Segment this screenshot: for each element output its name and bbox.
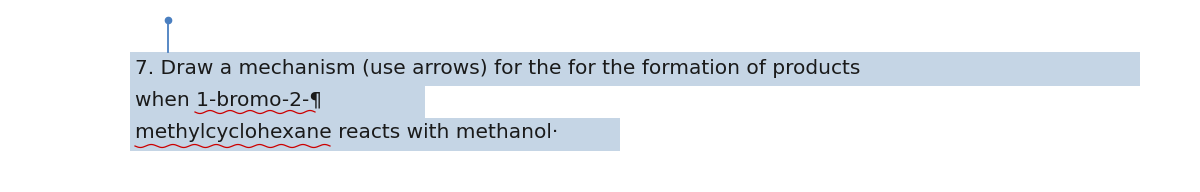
Bar — [130, 86, 425, 119]
Text: 7. Draw a mechanism (use arrows) for the for the formation of products: 7. Draw a mechanism (use arrows) for the… — [134, 59, 860, 78]
Text: when 1-bromo-2-¶: when 1-bromo-2-¶ — [134, 90, 322, 109]
Bar — [130, 52, 1140, 86]
Bar — [130, 118, 620, 151]
Text: methylcyclohexane reacts with methanol·: methylcyclohexane reacts with methanol· — [134, 122, 558, 142]
